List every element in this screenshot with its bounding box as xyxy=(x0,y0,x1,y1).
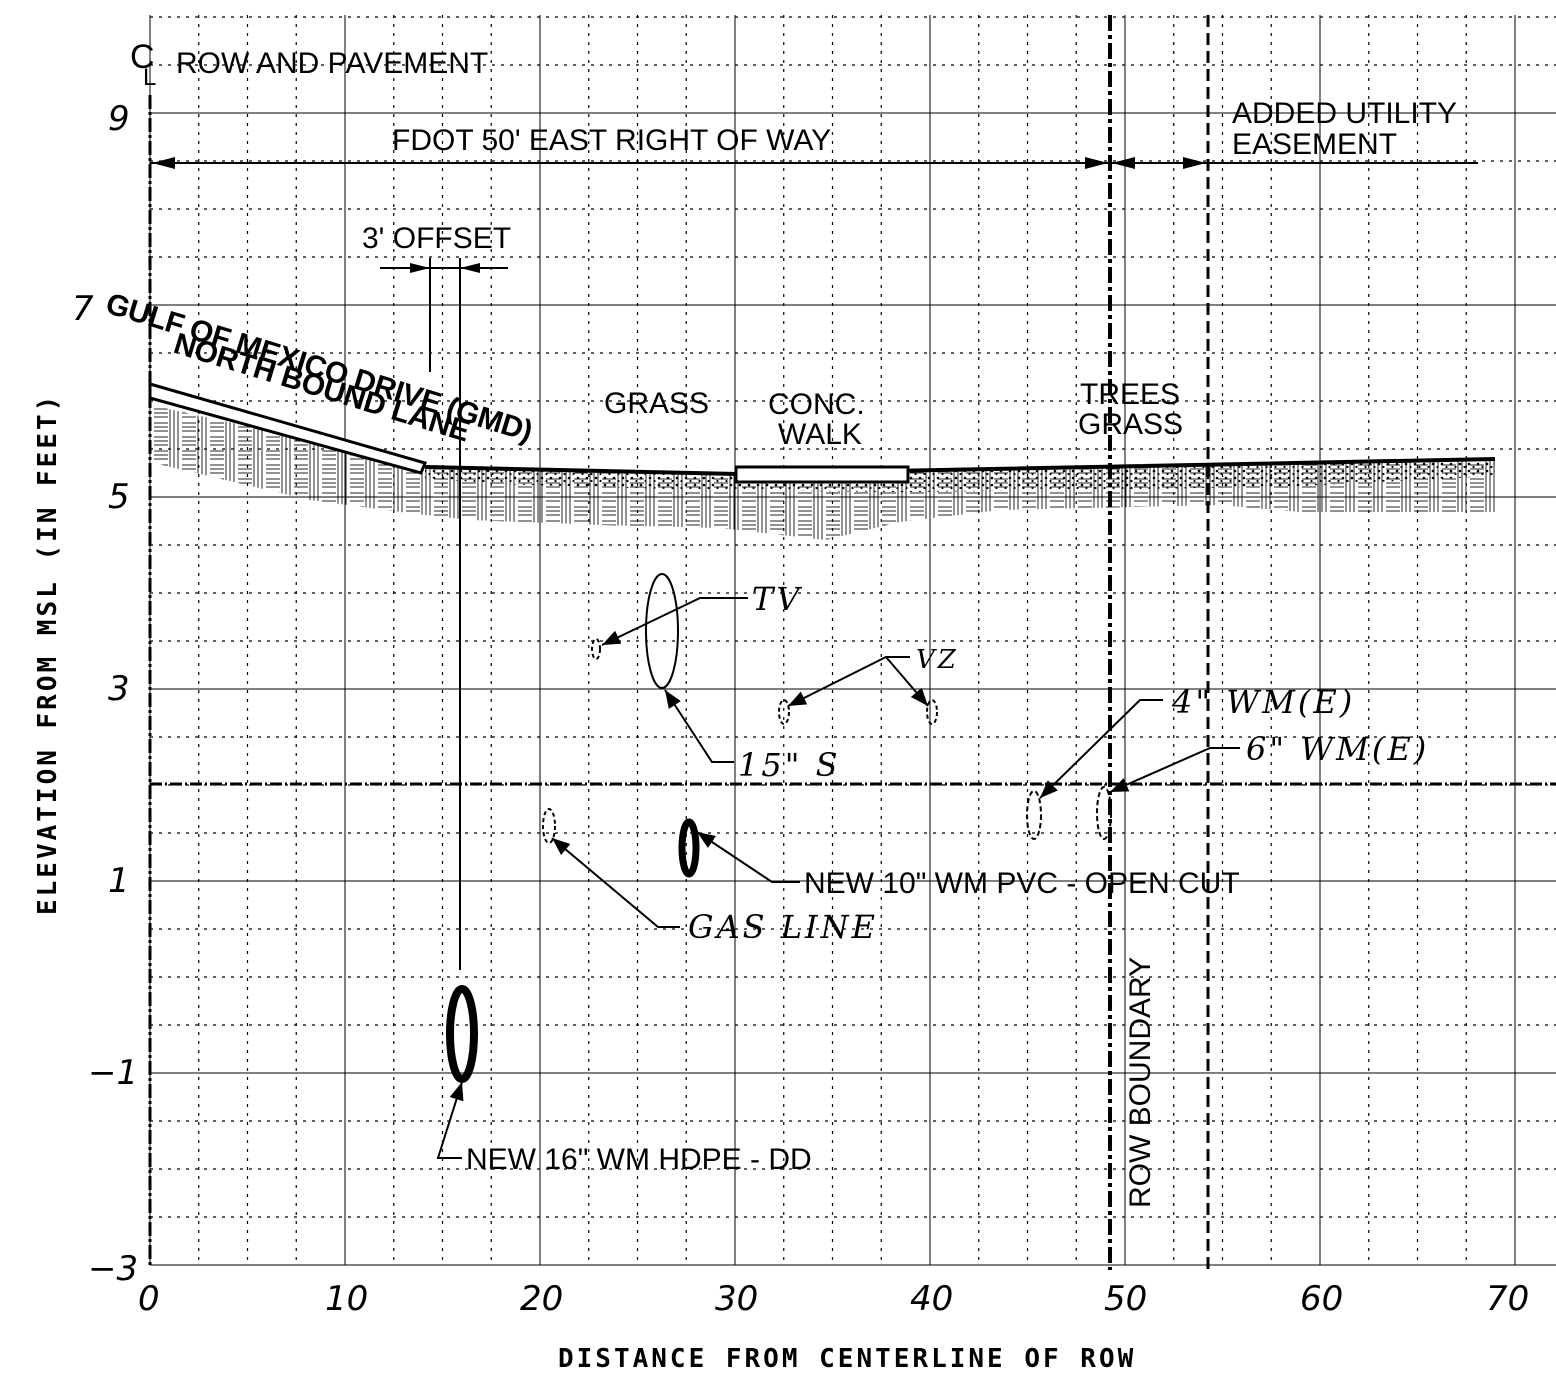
row-and-pavement-label: ROW AND PAVEMENT xyxy=(176,47,488,80)
wm-4-existing xyxy=(1026,790,1042,840)
y-tick-label: 7 xyxy=(72,289,94,329)
y-axis-ticks: 9 7 5 3 1 −1 −3 xyxy=(72,99,138,1289)
y-tick-label: 3 xyxy=(108,669,130,709)
wm-6-existing xyxy=(1096,786,1112,840)
x-axis-ticks: 0 10 20 30 40 50 60 70 xyxy=(138,1279,1529,1319)
y-axis-title: ELEVATION FROM MSL (IN FEET) xyxy=(33,393,63,915)
vz-conduit-2 xyxy=(926,699,938,725)
wm4-label: 4" WM(E) xyxy=(1171,683,1355,721)
y-tick-label: 9 xyxy=(108,99,130,139)
offset-label: 3' OFFSET xyxy=(362,222,511,255)
y-tick-label: 5 xyxy=(108,477,130,517)
grid xyxy=(149,15,1556,1266)
x-tick-label: 30 xyxy=(715,1279,758,1319)
tv-label: TV xyxy=(752,580,802,618)
sewer-15-pipe xyxy=(645,573,679,689)
trees-grass-label: GRASS xyxy=(1078,408,1183,441)
conc-walk-label: CONC. xyxy=(768,388,865,421)
fdot-row-label: FDOT 50' EAST RIGHT OF WAY xyxy=(392,124,831,157)
new-10-wm xyxy=(678,818,700,878)
x-tick-label: 20 xyxy=(520,1279,563,1319)
new-10-wm-label: NEW 10" WM PVC - OPEN CUT xyxy=(804,867,1240,900)
row-boundary-label: ROW BOUNDARY xyxy=(1124,957,1157,1208)
centerline-symbol-l: L xyxy=(143,64,156,91)
x-tick-label: 10 xyxy=(325,1279,368,1319)
grass-label: GRASS xyxy=(604,387,709,420)
added-easement-label-2: EASEMENT xyxy=(1232,128,1397,161)
concrete-walk xyxy=(734,465,910,484)
gas-line-label: GAS LINE xyxy=(688,908,878,946)
utilities xyxy=(446,573,1112,1083)
new-16-wm-label: NEW 16" WM HDPE - DD xyxy=(466,1143,812,1176)
tv-conduit xyxy=(591,638,601,660)
vz-label: VZ xyxy=(916,645,959,675)
wm6-label: 6" WM(E) xyxy=(1246,730,1429,768)
vz-conduit-1 xyxy=(778,699,790,725)
offset-dimension xyxy=(380,258,508,970)
centerline-symbol: C xyxy=(130,38,155,76)
trees-label: TREES xyxy=(1080,378,1180,411)
y-tick-label: −1 xyxy=(88,1053,138,1093)
row-dimension xyxy=(150,157,1478,169)
x-tick-label: 70 xyxy=(1486,1279,1529,1319)
sewer-15-label: 15" S xyxy=(738,746,841,784)
leaders xyxy=(436,597,1240,1159)
x-axis-title: DISTANCE FROM CENTERLINE OF ROW xyxy=(558,1344,1136,1374)
x-tick-label: 40 xyxy=(910,1279,953,1319)
x-tick-label: 60 xyxy=(1300,1279,1343,1319)
x-tick-label: 50 xyxy=(1104,1279,1147,1319)
x-tick-label: 0 xyxy=(138,1279,160,1319)
y-tick-label: −3 xyxy=(88,1249,138,1289)
y-tick-label: 1 xyxy=(108,861,130,901)
new-16-wm xyxy=(446,985,478,1083)
added-easement-label: ADDED UTILITY xyxy=(1232,97,1457,130)
gas-line xyxy=(542,808,556,844)
conc-walk-label-2: WALK xyxy=(778,418,862,451)
road-pavement xyxy=(148,382,428,475)
